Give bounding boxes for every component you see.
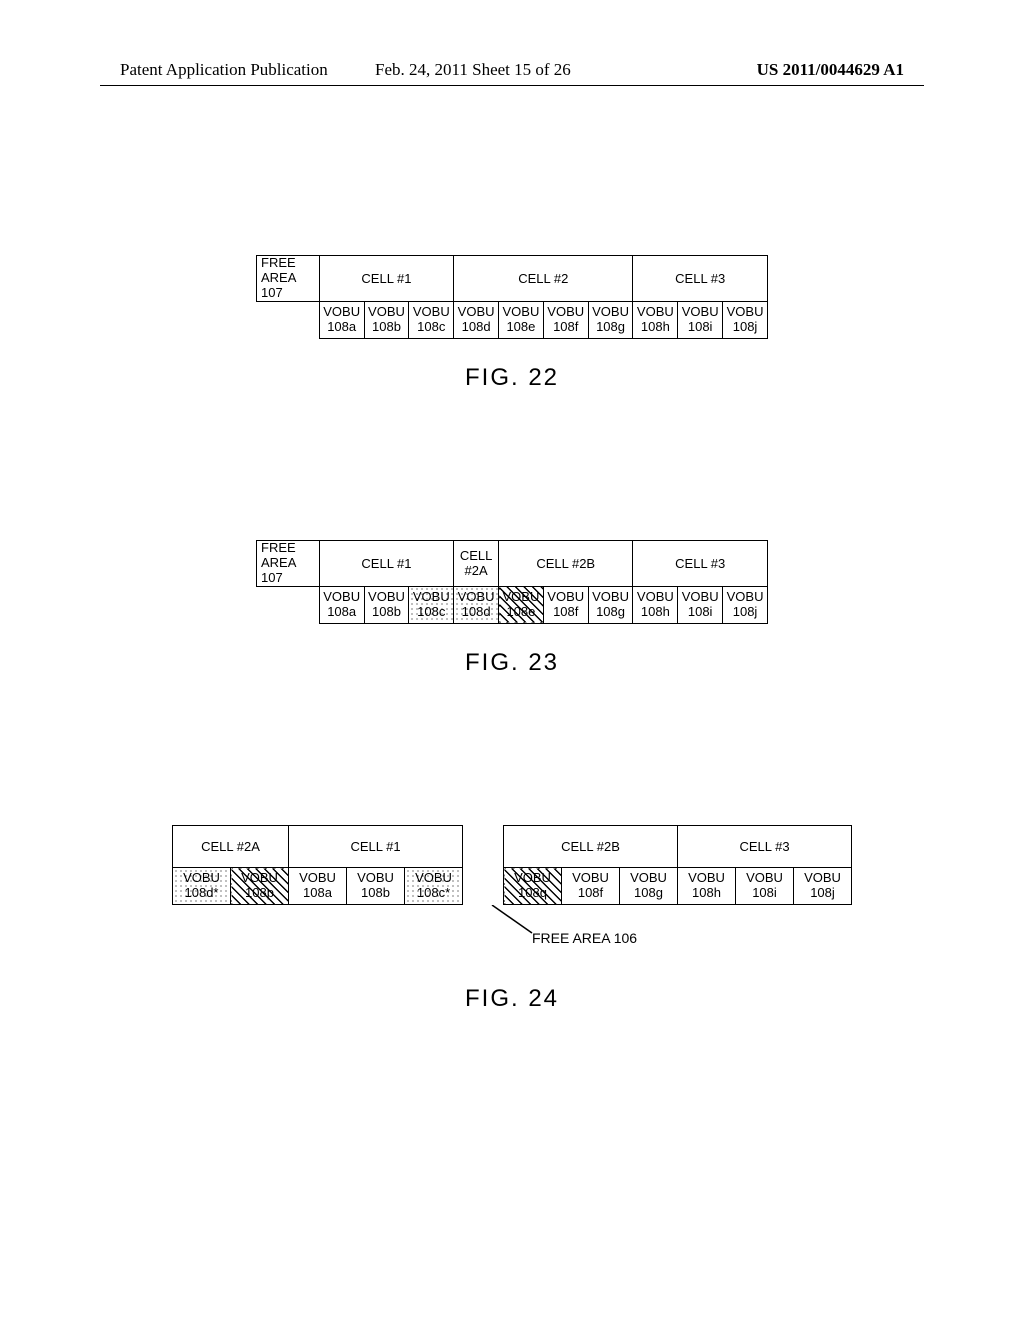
vobu-cell: VOBU108c	[409, 301, 454, 338]
vobu-cell: VOBU108a	[319, 586, 364, 623]
vobu-cell: VOBU108e	[499, 301, 544, 338]
free-area-pointer	[162, 905, 862, 945]
vobu-cell: VOBU108h	[633, 586, 678, 623]
fig22-caption: FIG. 22	[256, 364, 768, 392]
cell-header: FREE AREA107	[257, 256, 320, 302]
vobu-cell: VOBU108g	[588, 301, 633, 338]
cell-header: CELL #3	[678, 826, 852, 868]
vobu-cell: VOBU108i	[678, 586, 723, 623]
vobu-cell	[257, 586, 320, 623]
figure-22: FREE AREA107CELL #1CELL #2CELL #3 VOBU10…	[256, 255, 768, 392]
vobu-cell: VOBU108b	[347, 868, 405, 905]
vobu-cell: VOBU108a	[289, 868, 347, 905]
cell-header: CELL #2B	[504, 826, 678, 868]
vobu-cell: VOBU108i	[678, 301, 723, 338]
vobu-cell: VOBU108g	[588, 586, 633, 623]
free-area-106-label: FREE AREA 106	[532, 930, 637, 946]
vobu-cell: VOBU108b	[364, 301, 409, 338]
header-center: Feb. 24, 2011 Sheet 15 of 26	[375, 60, 571, 80]
cell-header: CELL #2B	[499, 541, 633, 587]
vobu-cell: VOBU108f	[543, 586, 588, 623]
cell-header: CELL #3	[633, 256, 768, 302]
vobu-cell: VOBU108i	[736, 868, 794, 905]
header-rule	[100, 85, 924, 86]
vobu-cell: VOBU108g	[620, 868, 678, 905]
vobu-cell: VOBU108c	[409, 586, 454, 623]
fig24-left-table: CELL #2ACELL #1 VOBU108d*VOBU108pVOBU108…	[172, 825, 463, 905]
vobu-cell: VOBU108c*	[405, 868, 463, 905]
vobu-cell: VOBU108j	[723, 586, 768, 623]
cell-header: CELL #1	[319, 541, 453, 587]
fig22-table: FREE AREA107CELL #1CELL #2CELL #3 VOBU10…	[256, 255, 768, 339]
cell-header: CELL #2A	[173, 826, 289, 868]
header-right: US 2011/0044629 A1	[757, 60, 904, 80]
figure-24: CELL #2ACELL #1 VOBU108d*VOBU108pVOBU108…	[162, 825, 862, 1013]
cell-header: FREE AREA107	[257, 541, 320, 587]
vobu-cell: VOBU108h	[678, 868, 736, 905]
vobu-cell: VOBU108f	[543, 301, 588, 338]
vobu-cell: VOBU108h	[633, 301, 678, 338]
vobu-cell	[257, 301, 320, 338]
vobu-cell: VOBU108f	[562, 868, 620, 905]
fig23-table: FREE AREA107CELL #1CELL#2ACELL #2BCELL #…	[256, 540, 768, 624]
cell-header: CELL #3	[633, 541, 768, 587]
fig24-right-table: CELL #2BCELL #3 VOBU108qVOBU108fVOBU108g…	[503, 825, 852, 905]
figure-23: FREE AREA107CELL #1CELL#2ACELL #2BCELL #…	[256, 540, 768, 677]
cell-header: CELL#2A	[454, 541, 499, 587]
header-left: Patent Application Publication	[120, 60, 328, 80]
fig24-caption: FIG. 24	[162, 985, 862, 1013]
cell-header: CELL #2	[454, 256, 633, 302]
vobu-cell: VOBU108e	[499, 586, 544, 623]
vobu-cell: VOBU108q	[504, 868, 562, 905]
vobu-cell: VOBU108b	[364, 586, 409, 623]
cell-header: CELL #1	[319, 256, 453, 302]
vobu-cell: VOBU108a	[319, 301, 364, 338]
vobu-cell: VOBU108j	[794, 868, 852, 905]
vobu-cell: VOBU108j	[723, 301, 768, 338]
cell-header: CELL #1	[289, 826, 463, 868]
vobu-cell: VOBU108d	[454, 301, 499, 338]
vobu-cell: VOBU108d	[454, 586, 499, 623]
vobu-cell: VOBU108d*	[173, 868, 231, 905]
fig23-caption: FIG. 23	[256, 649, 768, 677]
vobu-cell: VOBU108p	[231, 868, 289, 905]
